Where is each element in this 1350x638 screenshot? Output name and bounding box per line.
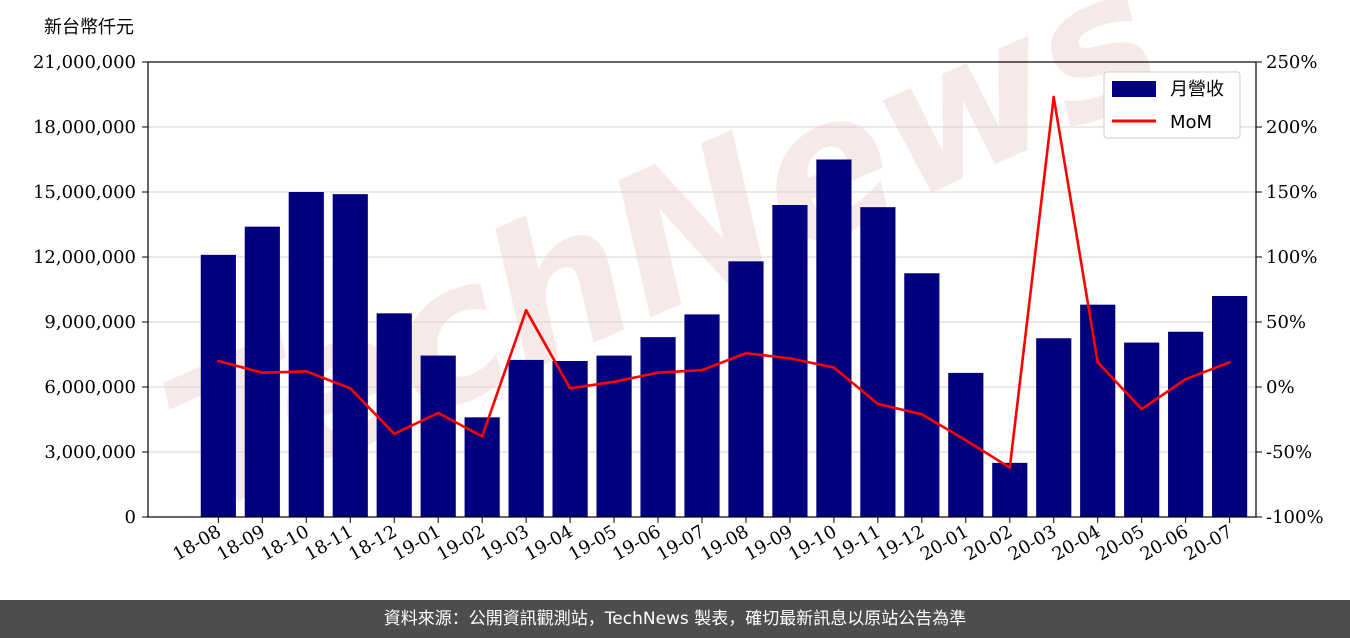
x-tick-label: 20-07 — [1181, 521, 1236, 565]
revenue-bar — [992, 462, 1028, 517]
mom-line — [217, 95, 1231, 469]
mom-point — [480, 435, 484, 438]
x-tick-label: 19-01 — [389, 521, 444, 565]
revenue-bar — [640, 337, 676, 517]
revenue-bar — [464, 417, 500, 517]
x-tick-label: 19-02 — [433, 521, 488, 565]
right-tick-label: 50% — [1266, 312, 1306, 333]
left-tick-label: 6,000,000 — [44, 377, 136, 398]
y-axis-unit-label: 新台幣仟元 — [44, 17, 134, 38]
mom-point — [1096, 361, 1100, 364]
x-axis: 18-0818-0918-1018-1118-1219-0119-0219-03… — [169, 517, 1236, 565]
x-tick-label: 19-04 — [521, 521, 576, 565]
revenue-bar — [860, 207, 896, 517]
mom-point — [1228, 361, 1231, 364]
revenue-bar — [728, 261, 764, 517]
revenue-bar — [332, 194, 368, 517]
revenue-bar — [420, 355, 456, 517]
x-tick-label: 20-03 — [1005, 521, 1060, 565]
mom-point — [876, 402, 880, 406]
right-tick-label: 100% — [1266, 247, 1317, 268]
right-tick-label: -100% — [1266, 507, 1324, 528]
right-y-axis: -100% -50% 0% 50% 100% 150% 200% 250% — [1256, 52, 1324, 528]
left-tick-label: 9,000,000 — [44, 312, 136, 333]
right-tick-label: 250% — [1266, 52, 1317, 73]
mom-point — [392, 432, 396, 436]
mom-point — [700, 368, 704, 372]
revenue-bar — [684, 314, 720, 517]
x-tick-label: 19-03 — [477, 521, 532, 565]
right-tick-label: 0% — [1266, 377, 1295, 398]
left-tick-label: 0 — [125, 507, 136, 528]
revenue-bar — [508, 359, 544, 517]
x-tick-label: 19-12 — [873, 521, 928, 565]
mom-point — [964, 439, 968, 442]
x-tick-label: 19-08 — [697, 521, 752, 565]
x-tick-label: 19-05 — [565, 521, 620, 565]
x-tick-label: 18-11 — [301, 521, 356, 565]
right-tick-label: -50% — [1266, 442, 1312, 463]
x-tick-label: 20-01 — [917, 521, 972, 565]
legend-label-mom: MoM — [1170, 112, 1212, 133]
source-footer: 資料來源：公開資訊觀測站，TechNews 製表，確切最新訊息以原站公告為準 — [0, 600, 1350, 638]
x-tick-label: 20-04 — [1049, 521, 1104, 565]
revenue-bar — [288, 192, 324, 517]
left-tick-label: 21,000,000 — [33, 52, 136, 73]
mom-point — [1008, 466, 1012, 469]
revenue-bar — [1168, 331, 1204, 517]
footer-source-text: 資料來源：公開資訊觀測站，TechNews 製表，確切最新訊息以原站公告為準 — [383, 609, 967, 629]
revenue-bar — [376, 313, 412, 517]
legend: 月營收 MoM — [1103, 71, 1241, 139]
mom-point — [744, 351, 748, 355]
mom-point — [656, 371, 660, 375]
mom-point — [920, 413, 924, 416]
mom-point — [612, 380, 616, 384]
x-tick-label: 18-08 — [169, 521, 224, 565]
x-tick-label: 18-12 — [345, 521, 400, 565]
x-tick-label: 20-06 — [1137, 521, 1192, 565]
mom-point — [436, 411, 440, 415]
revenue-bar — [904, 273, 940, 517]
right-tick-label: 150% — [1266, 182, 1317, 203]
x-tick-label: 19-07 — [653, 521, 708, 565]
revenue-bar — [816, 159, 852, 517]
mom-point — [832, 366, 836, 369]
mom-point — [524, 309, 528, 312]
mom-point — [348, 387, 352, 390]
legend-bar-swatch — [1112, 81, 1156, 97]
revenue-bar — [948, 372, 984, 517]
right-tick-label: 200% — [1266, 117, 1317, 138]
bar-series — [200, 159, 1248, 518]
mom-point — [1052, 95, 1056, 99]
x-tick-label: 20-02 — [961, 521, 1016, 565]
mom-point — [1140, 407, 1143, 411]
revenue-bar — [552, 361, 588, 517]
mom-point — [304, 370, 308, 373]
left-y-axis: 0 3,000,000 6,000,000 9,000,000 12,000,000 15… — [33, 52, 148, 528]
left-tick-label: 3,000,000 — [44, 442, 136, 463]
revenue-bar — [1036, 338, 1072, 517]
mom-line-series — [217, 95, 1231, 469]
x-tick-label: 20-05 — [1093, 521, 1148, 565]
x-tick-label: 19-09 — [741, 521, 796, 565]
x-tick-label: 19-11 — [829, 521, 884, 565]
mom-point — [217, 359, 220, 363]
mom-point — [568, 387, 572, 390]
revenue-bar — [1080, 304, 1116, 517]
mom-point — [261, 371, 264, 375]
revenue-chart: TechNews 03,000,0006,000,0009,000,00012,… — [33, 0, 1324, 565]
x-tick-label: 19-10 — [785, 521, 840, 565]
left-tick-label: 18,000,000 — [33, 117, 136, 138]
legend-label-revenue: 月營收 — [1170, 79, 1224, 100]
x-tick-label: 19-06 — [609, 521, 664, 565]
left-tick-label: 12,000,000 — [33, 247, 136, 268]
revenue-bar — [1212, 296, 1248, 517]
left-tick-label: 15,000,000 — [33, 182, 136, 203]
revenue-bar — [200, 254, 236, 518]
mom-point — [1184, 377, 1187, 381]
mom-point — [788, 357, 792, 360]
revenue-bar — [1124, 342, 1160, 517]
